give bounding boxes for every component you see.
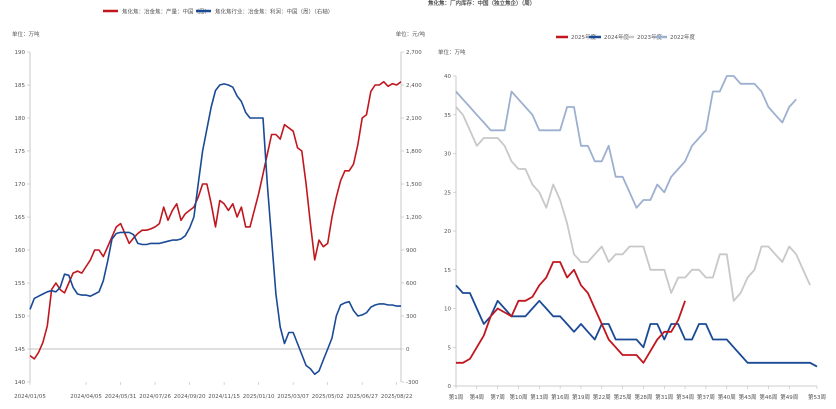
series-2025-line [456, 261, 686, 364]
x-tick-label: 第22周 [593, 393, 611, 401]
x-tick-label: 2025/08/22 [381, 394, 413, 400]
x-tick-label: 2025/05/02 [312, 394, 344, 400]
left-tick-label: 190 [15, 50, 26, 56]
y-tick-label: 35 [444, 113, 451, 119]
x-tick-label: 第31周 [655, 393, 673, 401]
x-tick-label: 第46周 [759, 393, 777, 401]
y-tick-label: 5 [448, 345, 452, 351]
x-tick-label: 第4周 [470, 393, 485, 401]
x-tick-label: 2025/03/07 [277, 394, 309, 400]
x-tick-label: 第7周 [490, 393, 505, 401]
right-tick-label: 2,700 [406, 50, 422, 56]
y-tick-label: 20 [444, 229, 451, 235]
x-tick-label: 2024/11/15 [208, 394, 240, 400]
legend-label: 焦化焦行业：冶金焦：利润：中国（周）（右轴） [215, 8, 333, 16]
y-tick-label: 0 [448, 384, 452, 390]
right-tick-label: 1,500 [406, 182, 422, 188]
x-tick-label: 2025/06/27 [346, 394, 378, 400]
left-axis-unit: 单位：万吨 [12, 30, 40, 38]
left-tick-label: 140 [15, 380, 26, 386]
right-tick-label: -300 [406, 380, 419, 386]
right-tick-label: 2,400 [406, 83, 422, 89]
x-tick-label: 第13周 [530, 393, 548, 401]
left-tick-label: 175 [15, 149, 26, 155]
x-tick-label: 2024/09/20 [174, 394, 206, 400]
chart-title: 焦化焦：厂内库存：中国（独立焦企）（周） [427, 0, 535, 7]
inventory-chart: 焦化焦：厂内库存：中国（独立焦企）（周） 2025年度 2024年度 2023年度 20… [427, 0, 826, 401]
left-tick-label: 185 [15, 83, 26, 89]
legend-label: 2024年度 [604, 33, 629, 41]
right-tick-label: 900 [406, 248, 417, 254]
left-tick-label: 145 [15, 347, 26, 353]
left-tick-label: 160 [15, 248, 26, 254]
y-tick-label: 30 [444, 152, 451, 158]
y-tick-label: 40 [444, 74, 451, 80]
y-tick-label: 10 [444, 307, 451, 313]
profit-series-line [29, 83, 401, 376]
left-tick-label: 170 [15, 182, 26, 188]
series-2022-line [455, 75, 797, 209]
x-tick-label: 第37周 [697, 393, 715, 401]
x-tick-label: 2024/04/05 [70, 394, 102, 400]
y-tick-label: 15 [444, 268, 451, 274]
series-2023-line [455, 106, 811, 302]
production-profit-chart: 焦化焦：冶金焦：产量：中国（周） 焦化焦行业：冶金焦：利润：中国（周）（右轴） 单位… [12, 8, 425, 401]
x-tick-label: 第25周 [614, 393, 632, 401]
left-tick-label: 165 [15, 215, 26, 221]
legend-label: 2022年度 [670, 33, 695, 41]
x-tick-label: 第43周 [739, 393, 757, 401]
left-tick-label: 150 [15, 314, 26, 320]
x-tick-label: 第40周 [718, 393, 736, 401]
x-tick-label: 第34周 [676, 393, 694, 401]
series-2024-line [455, 284, 818, 368]
left-tick-label: 155 [15, 281, 26, 287]
x-tick-label: 第10周 [509, 393, 527, 401]
x-tick-label: 2024/07/26 [139, 394, 171, 400]
x-tick-label: 第28周 [634, 393, 652, 401]
right-tick-label: 300 [406, 314, 417, 320]
x-tick-label: 第49周 [780, 393, 798, 401]
right-tick-label: 1,200 [406, 215, 422, 221]
right-tick-label: 2,100 [406, 116, 422, 122]
x-tick-label: 2024/01/05 [14, 394, 46, 400]
legend-label: 2023年度 [637, 33, 662, 41]
production-series-line [29, 80, 402, 360]
x-tick-label: 2024/05/31 [105, 394, 137, 400]
x-tick-label: 2025/01/10 [243, 394, 275, 400]
left-tick-label: 180 [15, 116, 26, 122]
axis-unit: 单位：万吨 [438, 48, 466, 56]
y-tick-label: 25 [444, 190, 451, 196]
legend-label: 2025年度 [571, 33, 596, 41]
right-tick-label: 1,800 [406, 149, 422, 155]
right-axis-unit: 单位：元/吨 [396, 30, 426, 38]
x-tick-label: 第19周 [572, 393, 590, 401]
right-tick-label: 600 [406, 281, 417, 287]
x-tick-label: 第16周 [551, 393, 569, 401]
legend-label: 焦化焦：冶金焦：产量：中国（周） [122, 8, 210, 16]
x-tick-label: 第53周 [808, 393, 826, 401]
right-tick-label: 0 [406, 347, 410, 353]
x-tick-label: 第1周 [449, 393, 464, 401]
